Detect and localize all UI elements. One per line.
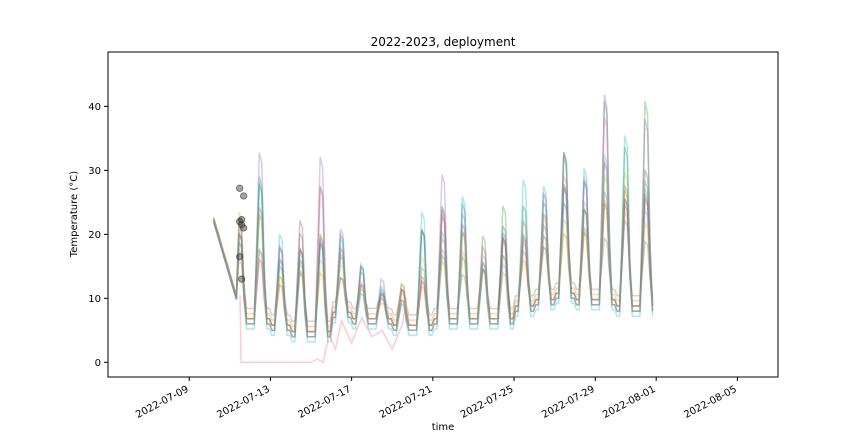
series-line [212,94,654,333]
y-tick-label: 10 [88,294,101,305]
plot-area [212,94,654,364]
y-tick-label: 30 [88,166,101,177]
y-tick-label: 0 [95,358,101,369]
series-line [212,135,654,343]
deployment-marker [236,253,244,261]
series-line [212,188,654,328]
y-axis: 0 10 20 30 40 [88,102,108,369]
series-line [212,171,654,333]
series-line [212,187,654,323]
series-line [212,176,654,338]
y-tick-label: 20 [88,230,101,241]
series-line [212,151,654,333]
x-axis-label: time [432,422,455,432]
chart-title: 2022-2023, deployment [371,35,516,49]
deployment-marker [236,184,244,192]
deployment-marker [238,275,246,283]
deployment-marker [238,216,246,224]
series-line [212,116,654,338]
series-line [239,295,408,364]
deployment-marker [240,224,248,232]
plot-frame [107,51,779,378]
y-axis-label: Temperature (°C) [69,171,80,258]
series-line [212,169,654,333]
y-tick-label: 40 [88,102,101,113]
deployment-marker [240,192,248,200]
series-line [212,101,654,338]
